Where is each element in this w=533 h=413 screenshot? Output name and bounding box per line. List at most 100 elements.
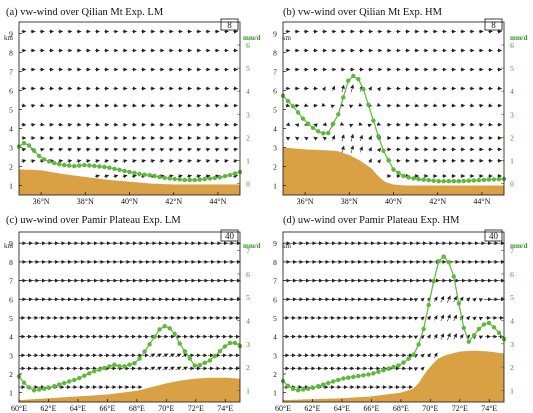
wind-vector xyxy=(376,159,381,164)
wind-vector xyxy=(58,103,64,108)
left-unit-label: km xyxy=(4,242,14,250)
wind-vector xyxy=(58,159,64,164)
precip-marker xyxy=(295,110,301,115)
precip-markers xyxy=(280,254,507,393)
wind-vector xyxy=(433,333,438,340)
x-tick-label: 70°E xyxy=(158,404,174,413)
y-tick-label: 2 xyxy=(9,162,13,171)
wind-vector xyxy=(181,366,188,371)
wind-vector xyxy=(233,103,238,108)
precip-marker xyxy=(41,386,47,391)
x-tick-label: 42°N xyxy=(429,197,446,206)
precip-marker xyxy=(451,274,456,279)
x-tick-label: 70°E xyxy=(422,404,438,413)
precip-marker xyxy=(197,177,202,182)
y-tick-label: 6 xyxy=(9,86,13,95)
precip-tick-label: 1 xyxy=(246,156,250,165)
wind-vector xyxy=(440,314,445,322)
precip-marker xyxy=(406,175,411,180)
precip-marker xyxy=(386,366,391,371)
precip-marker xyxy=(305,121,311,126)
wind-vector xyxy=(331,85,336,92)
wind-vector xyxy=(187,122,192,127)
precip-marker xyxy=(232,171,238,176)
wind-vector xyxy=(205,159,211,164)
wind-vector xyxy=(420,297,425,302)
x-tick-label: 74°E xyxy=(217,404,233,413)
wind-vector xyxy=(187,174,192,179)
y-tick-label: 8 xyxy=(273,48,277,57)
precip-marker xyxy=(182,177,187,183)
wind-vector xyxy=(447,314,451,322)
x-tick-label: 72°E xyxy=(188,404,204,413)
precip-marker xyxy=(361,373,366,378)
right-unit-label: mm/d xyxy=(510,34,528,42)
wind-vector xyxy=(177,122,183,127)
precip-tick-label: 2 xyxy=(510,363,514,372)
precip-marker xyxy=(451,179,456,184)
wind-vector xyxy=(223,122,229,127)
precip-marker xyxy=(361,86,366,92)
reference-vector-box xyxy=(220,229,239,242)
precip-marker xyxy=(157,174,162,180)
precip-marker xyxy=(336,377,341,383)
reference-vector-label: 8 xyxy=(491,20,496,30)
wind-vector xyxy=(460,103,466,108)
wind-vector xyxy=(294,103,300,108)
wind-vector xyxy=(433,315,438,321)
x-tick-label: 68°E xyxy=(393,404,409,413)
wind-vector xyxy=(85,103,91,108)
precip-marker xyxy=(316,384,321,389)
wind-vector xyxy=(21,147,27,152)
precip-marker xyxy=(456,179,461,184)
precip-marker xyxy=(162,324,167,329)
y-tick-label: 6 xyxy=(273,295,277,304)
y-tick-label: 4 xyxy=(273,124,277,133)
x-tick-label: 42°N xyxy=(165,197,182,206)
precip-marker xyxy=(122,364,127,369)
wind-vector xyxy=(94,159,100,164)
reference-vector-label: 40 xyxy=(489,231,499,241)
y-tick-label: 9 xyxy=(273,29,277,38)
wind-vector xyxy=(395,103,401,108)
wind-vector xyxy=(386,103,392,108)
precip-marker xyxy=(82,162,87,168)
precip-marker xyxy=(117,364,122,369)
y-tick-label: 1 xyxy=(9,181,13,190)
precip-marker xyxy=(127,362,132,367)
precip-marker xyxy=(351,73,356,79)
y-tick-label: 8 xyxy=(9,258,13,267)
wind-vector xyxy=(159,103,165,108)
wind-vector xyxy=(359,146,364,153)
precip-marker xyxy=(72,164,77,169)
precip-marker xyxy=(207,358,213,363)
wind-vector xyxy=(122,122,128,127)
wind-vector xyxy=(175,353,182,358)
y-tick-label: 3 xyxy=(9,351,13,360)
precip-tick-label: 1 xyxy=(510,386,514,395)
x-tick-label: 62°E xyxy=(304,404,320,413)
precip-tick-label: 2 xyxy=(246,363,250,372)
precip-marker xyxy=(326,380,331,386)
wind-vector xyxy=(76,122,82,127)
precip-tick-label: 0 xyxy=(510,179,514,188)
precip-marker xyxy=(341,376,346,381)
precip-marker xyxy=(217,349,223,354)
precip-marker xyxy=(300,387,306,392)
precip-marker xyxy=(471,333,477,338)
wind-vector xyxy=(76,103,82,108)
wind-vector xyxy=(67,103,73,108)
wind-vector xyxy=(405,103,410,108)
precip-tick-label: 3 xyxy=(510,340,514,349)
precip-marker xyxy=(132,170,137,176)
wind-vector xyxy=(67,122,73,127)
wind-vector xyxy=(376,102,382,107)
terrain-fill xyxy=(283,147,504,195)
wind-vector xyxy=(395,122,401,127)
x-tick-label: 64°E xyxy=(70,404,86,413)
precip-tick-label: 6 xyxy=(510,41,514,50)
wind-vector xyxy=(159,159,165,164)
wind-vector xyxy=(426,334,431,339)
y-tick-label: 4 xyxy=(273,333,277,342)
panel-c: (c) uw-wind over Pamir Plateau Exp. LM k… xyxy=(4,215,261,413)
